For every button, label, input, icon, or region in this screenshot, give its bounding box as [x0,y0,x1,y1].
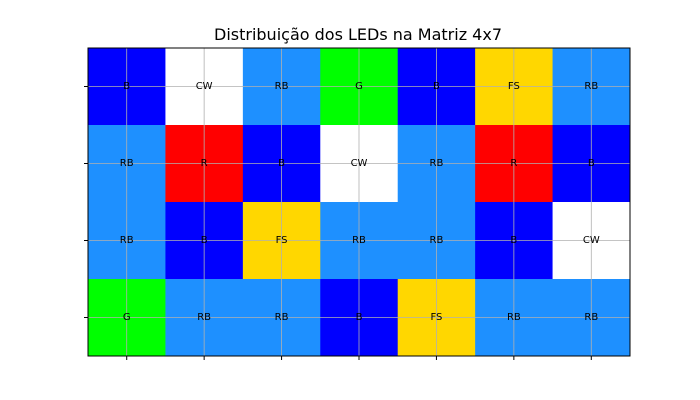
cell-label: RB [197,312,211,323]
cell-label: R [201,158,208,169]
cell-label: G [123,312,131,323]
cell-label: RB [275,81,289,92]
cell-label: FS [430,312,442,323]
cell-label: G [355,81,363,92]
cell-label: B [123,81,130,92]
cell-label: B [510,235,517,246]
cell-label: CW [196,81,213,92]
cell-label: CW [583,235,600,246]
cell-label: RB [584,312,598,323]
cell-label: FS [508,81,520,92]
cell-label: B [433,81,440,92]
cell-label: FS [276,235,288,246]
cell-label: B [588,158,595,169]
cell-label: RB [430,235,444,246]
cell-label: RB [275,312,289,323]
cell-label: R [510,158,517,169]
cell-label: RB [584,81,598,92]
cell-label: RB [120,235,134,246]
cell-label: RB [120,158,134,169]
cell-label: B [356,312,363,323]
cell-label: B [201,235,208,246]
cell-label: RB [352,235,366,246]
cell-label: RB [507,312,521,323]
cell-label: RB [430,158,444,169]
chart-title: Distribuição dos LEDs na Matriz 4x7 [214,25,502,44]
cell-label: CW [351,158,368,169]
cell-label: B [278,158,285,169]
